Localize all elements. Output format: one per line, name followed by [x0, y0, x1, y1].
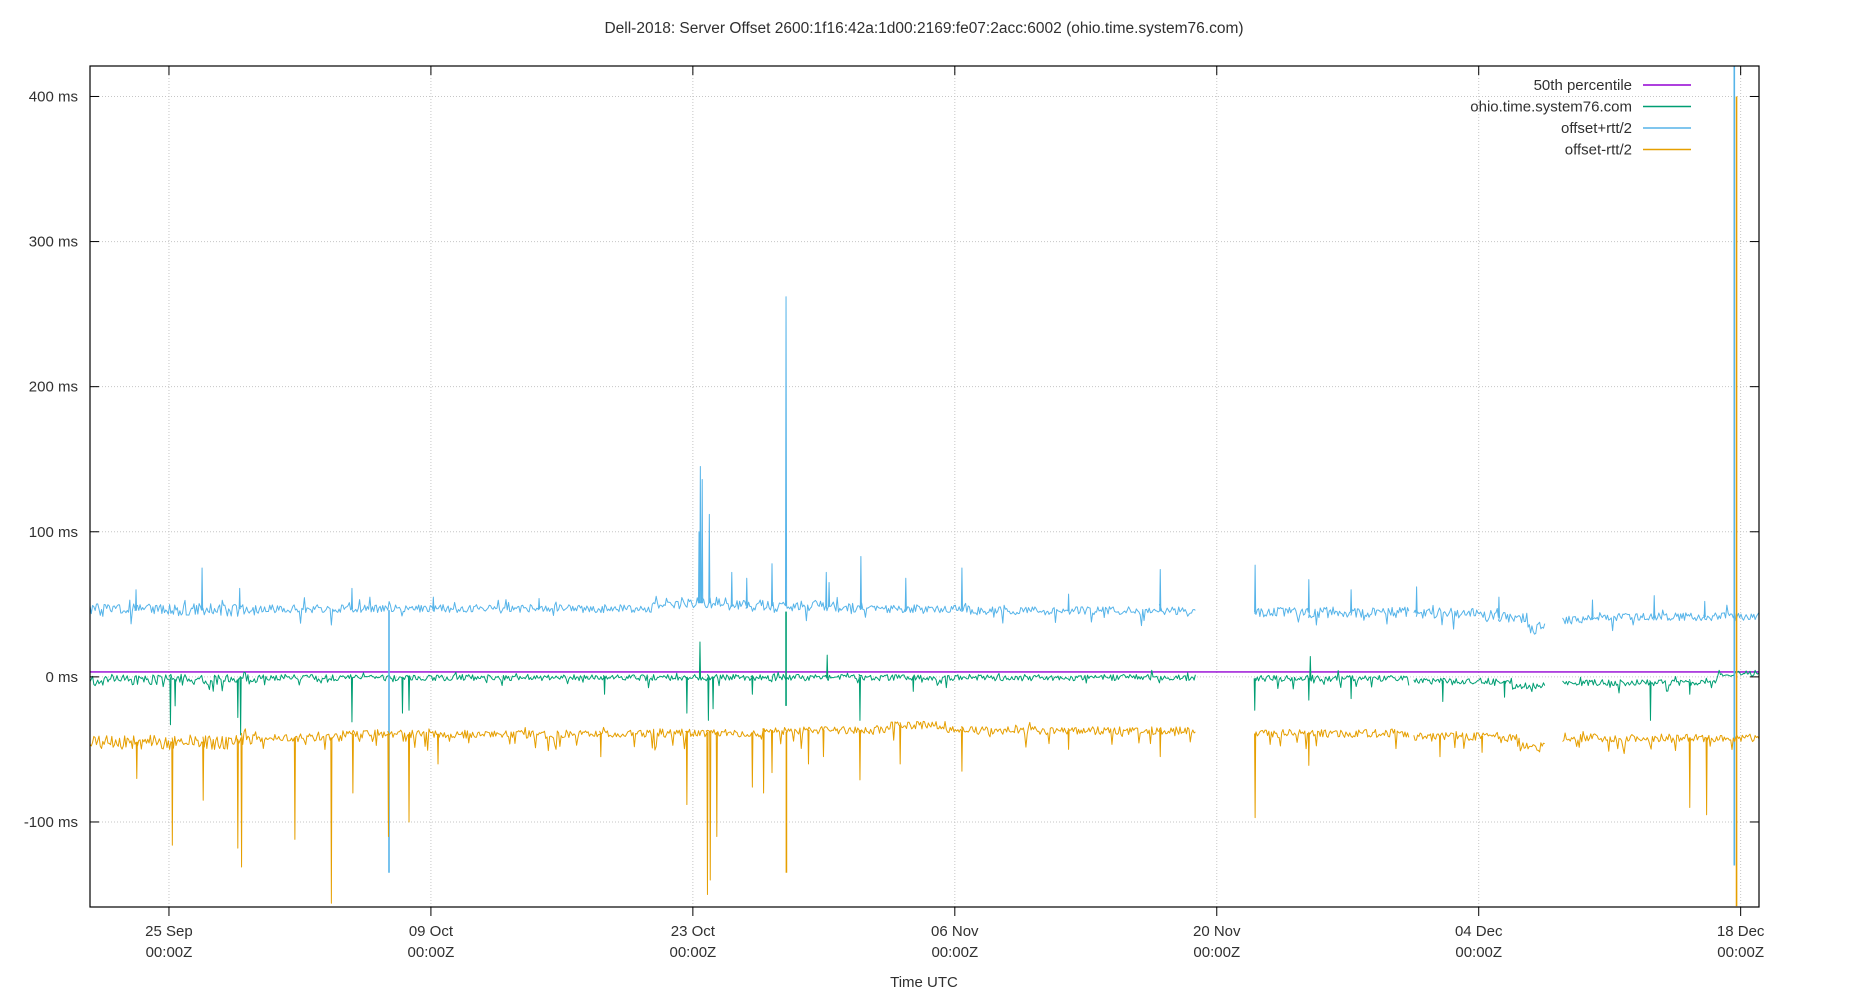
series-segment: [89, 720, 1196, 904]
x-axis-tick-label: 00:00Z: [670, 944, 717, 961]
plot-border: [89, 65, 1760, 908]
plot-frame: [89, 65, 1760, 916]
x-axis-tick-label: 00:00Z: [1193, 944, 1240, 961]
chart-title: Dell-2018: Server Offset 2600:1f16:42a:1…: [604, 20, 1243, 37]
y-axis-tick-label: 100 ms: [29, 524, 78, 541]
legend-entry: offset+rtt/2: [1561, 120, 1691, 137]
legend: 50th percentile ohio.time.system76.com off…: [1470, 77, 1691, 159]
legend-entry-label: 50th percentile: [1534, 77, 1632, 94]
series-ohio-time-system76-com: [89, 611, 1760, 736]
x-axis-tick-label: 00:00Z: [1455, 944, 1502, 961]
series-segment: [1254, 564, 1410, 626]
y-axis-tick-label: 200 ms: [29, 379, 78, 396]
x-axis-tick-label: 06 Nov: [931, 923, 979, 940]
x-axis-tick-label: 00:00Z: [931, 944, 978, 961]
grid-layer: [90, 66, 1759, 907]
series-layer: [89, 66, 1760, 907]
series-offset-rtt-2: [89, 66, 1760, 873]
x-axis-tick-label: 04 Dec: [1455, 923, 1503, 940]
x-axis-tick-label: 00:00Z: [408, 944, 455, 961]
x-axis-tick-label: 18 Dec: [1717, 923, 1765, 940]
x-axis-tick-label: 25 Sep: [145, 923, 193, 940]
series-segment: [1254, 728, 1410, 819]
legend-entry: 50th percentile: [1534, 77, 1691, 94]
y-axis-tick-label: -100 ms: [24, 814, 78, 831]
y-axis-tick-label: 0 ms: [45, 669, 78, 686]
series-segment: [1413, 730, 1545, 758]
series-offset-rtt-2: [89, 96, 1760, 907]
series-segment: [1253, 656, 1410, 711]
series-segment: [89, 641, 1196, 736]
series-segment: [89, 296, 1196, 627]
x-axis-tick-label: 00:00Z: [1717, 944, 1764, 961]
series-segment: [1562, 669, 1760, 721]
legend-entry-label: offset-rtt/2: [1565, 142, 1632, 159]
series-segment: [1413, 677, 1546, 703]
series-segment: [1562, 595, 1760, 632]
series-segment: [1562, 730, 1760, 816]
legend-entry: offset-rtt/2: [1565, 142, 1691, 159]
legend-entry-label: ohio.time.system76.com: [1470, 99, 1632, 116]
x-axis-label: Time UTC: [890, 974, 958, 991]
y-axis-tick-label: 300 ms: [29, 234, 78, 251]
axis-labels: 400 ms 300 ms 200 ms 100 ms 0 ms -100 ms 25 Se…: [24, 88, 1765, 961]
x-axis-tick-label: 00:00Z: [146, 944, 193, 961]
y-axis-tick-label: 400 ms: [29, 88, 78, 105]
x-axis-tick-label: 23 Oct: [671, 923, 716, 940]
x-axis-tick-label: 09 Oct: [409, 923, 454, 940]
series-segment: [1413, 586, 1546, 635]
legend-entry-label: offset+rtt/2: [1561, 120, 1632, 137]
x-axis-tick-label: 20 Nov: [1193, 923, 1241, 940]
legend-entry: ohio.time.system76.com: [1470, 99, 1691, 116]
